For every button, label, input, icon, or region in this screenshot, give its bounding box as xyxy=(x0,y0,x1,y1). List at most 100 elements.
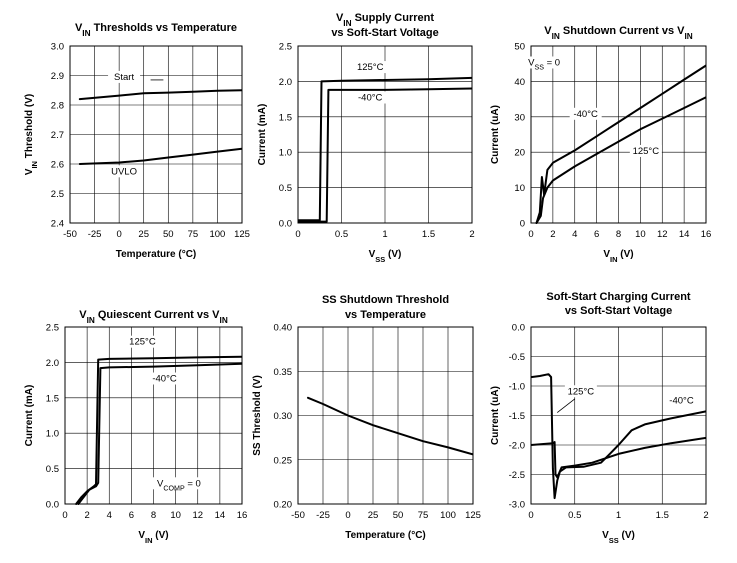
x-axis-label: Temperature (°C) xyxy=(116,249,197,260)
x-tick-label: 1.5 xyxy=(656,510,669,521)
x-tick-label: 2 xyxy=(703,510,708,521)
y-tick-label: 1.0 xyxy=(46,429,59,440)
x-tick-label: 4 xyxy=(107,510,112,521)
annotation-bg xyxy=(152,477,206,490)
x-axis-label: VSS (V) xyxy=(369,249,402,264)
y-tick-label: 0.5 xyxy=(46,464,59,475)
x-tick-label: 0 xyxy=(528,229,533,240)
y-tick-label: 20 xyxy=(514,148,525,159)
annotation-label: -40°C xyxy=(152,374,177,385)
series-line-0 xyxy=(307,396,473,456)
y-tick-label: 0.20 xyxy=(274,500,293,511)
x-tick-label: 1.5 xyxy=(422,229,435,240)
annotation-bg xyxy=(110,165,138,178)
chart-title: vs Soft-Start Voltage xyxy=(565,305,672,317)
chart-5: SS Shutdown Threshold vs Temperature -50 -2… xyxy=(252,294,481,541)
y-tick-label: 2.7 xyxy=(51,130,64,141)
x-tick-label: 8 xyxy=(151,510,156,521)
y-tick-label: 2.5 xyxy=(46,323,59,334)
y-tick-label: -1.5 xyxy=(509,411,525,422)
y-tick-label: 2.4 xyxy=(51,219,64,230)
y-tick-label: 2.0 xyxy=(279,77,292,88)
chart-4: VIN Quiescent Current vs VIN 0 2 4 6 8 10 12 14 1… xyxy=(24,309,247,545)
x-tick-label: 0 xyxy=(116,229,121,240)
annotation-label: -40°C xyxy=(573,109,598,120)
x-tick-label: -25 xyxy=(316,510,330,521)
x-tick-label: 2 xyxy=(84,510,89,521)
plot-frame xyxy=(297,45,473,224)
x-tick-label: 4 xyxy=(572,229,577,240)
x-tick-label: 100 xyxy=(440,510,456,521)
annotation-label: Start xyxy=(114,72,134,83)
x-tick-label: 14 xyxy=(679,229,690,240)
x-tick-label: -25 xyxy=(88,229,102,240)
x-axis-label: Temperature (°C) xyxy=(345,530,426,541)
series-line-40c xyxy=(531,373,706,500)
y-tick-label: 0.35 xyxy=(274,367,293,378)
y-tick-label: 0.40 xyxy=(274,323,293,334)
annotation-bg xyxy=(522,56,566,69)
chart-title: VIN Shutdown Current vs VIN xyxy=(544,25,693,41)
x-axis-label: VSS (V) xyxy=(602,530,635,545)
x-tick-label: 16 xyxy=(701,229,712,240)
x-tick-label: 10 xyxy=(170,510,181,521)
x-tick-label: 0 xyxy=(528,510,533,521)
y-tick-label: 0.25 xyxy=(274,455,293,466)
annotation-label: -40°C xyxy=(358,93,383,104)
x-tick-label: 125 xyxy=(465,510,481,521)
y-axis-label: Current (uA) xyxy=(490,386,501,445)
annotation-label: -40°C xyxy=(669,396,694,407)
annotation-label: 125°C xyxy=(568,386,595,397)
plot-frame xyxy=(64,326,243,505)
x-tick-label: 50 xyxy=(163,229,174,240)
series-line-125c xyxy=(75,355,242,505)
y-tick-label: 1.5 xyxy=(279,112,292,123)
x-tick-label: -50 xyxy=(291,510,305,521)
x-tick-label: 25 xyxy=(138,229,149,240)
y-tick-label: -1.0 xyxy=(509,382,525,393)
annotation-bg xyxy=(564,385,597,398)
y-axis-label: Current (mA) xyxy=(24,385,35,447)
y-tick-label: -2.0 xyxy=(509,441,525,452)
x-tick-label: 8 xyxy=(616,229,621,240)
y-tick-label: 2.5 xyxy=(279,42,292,53)
series-line-125c xyxy=(298,76,472,222)
series-line-40c xyxy=(298,87,472,223)
x-tick-label: 125 xyxy=(234,229,250,240)
annotation-label: 125°C xyxy=(129,337,156,348)
y-tick-label: 2.9 xyxy=(51,71,64,82)
y-tick-label: 1.0 xyxy=(279,148,292,159)
x-tick-label: 10 xyxy=(635,229,646,240)
chart-title: vs Temperature xyxy=(345,309,426,321)
annotation-bg xyxy=(629,144,662,157)
annotation-bg xyxy=(126,335,159,348)
y-axis-label: Current (mA) xyxy=(257,104,268,166)
x-tick-label: 12 xyxy=(657,229,668,240)
y-tick-label: -2.5 xyxy=(509,470,525,481)
x-tick-label: 0.5 xyxy=(335,229,348,240)
series-line-uvlo xyxy=(78,147,242,165)
y-tick-label: 3.0 xyxy=(51,42,64,53)
x-tick-label: 75 xyxy=(418,510,429,521)
annotation-leader xyxy=(557,398,575,413)
chart-title: VIN Supply Current xyxy=(336,12,434,28)
annotation-label: UVLO xyxy=(111,166,137,177)
x-tick-label: 14 xyxy=(215,510,226,521)
chart-3: VIN Shutdown Current vs VIN 0 2 4 6 8 10 12 14 16… xyxy=(490,25,711,264)
annotation-bg xyxy=(354,61,387,74)
y-tick-label: 30 xyxy=(514,112,525,123)
x-tick-label: 12 xyxy=(192,510,203,521)
x-axis-label: VIN (V) xyxy=(603,249,633,264)
x-tick-label: 0 xyxy=(345,510,350,521)
y-tick-label: 2.0 xyxy=(46,358,59,369)
y-tick-label: 0.0 xyxy=(512,323,525,334)
y-tick-label: 0.0 xyxy=(46,500,59,511)
y-tick-label: 40 xyxy=(514,77,525,88)
y-tick-label: 2.8 xyxy=(51,101,64,112)
chart-1: VIN Thresholds vs Temperature -50 -25 0 25 50… xyxy=(24,22,250,260)
y-tick-label: 50 xyxy=(514,42,525,53)
x-tick-label: 0 xyxy=(295,229,300,240)
x-tick-label: 25 xyxy=(368,510,379,521)
x-tick-label: 6 xyxy=(129,510,134,521)
